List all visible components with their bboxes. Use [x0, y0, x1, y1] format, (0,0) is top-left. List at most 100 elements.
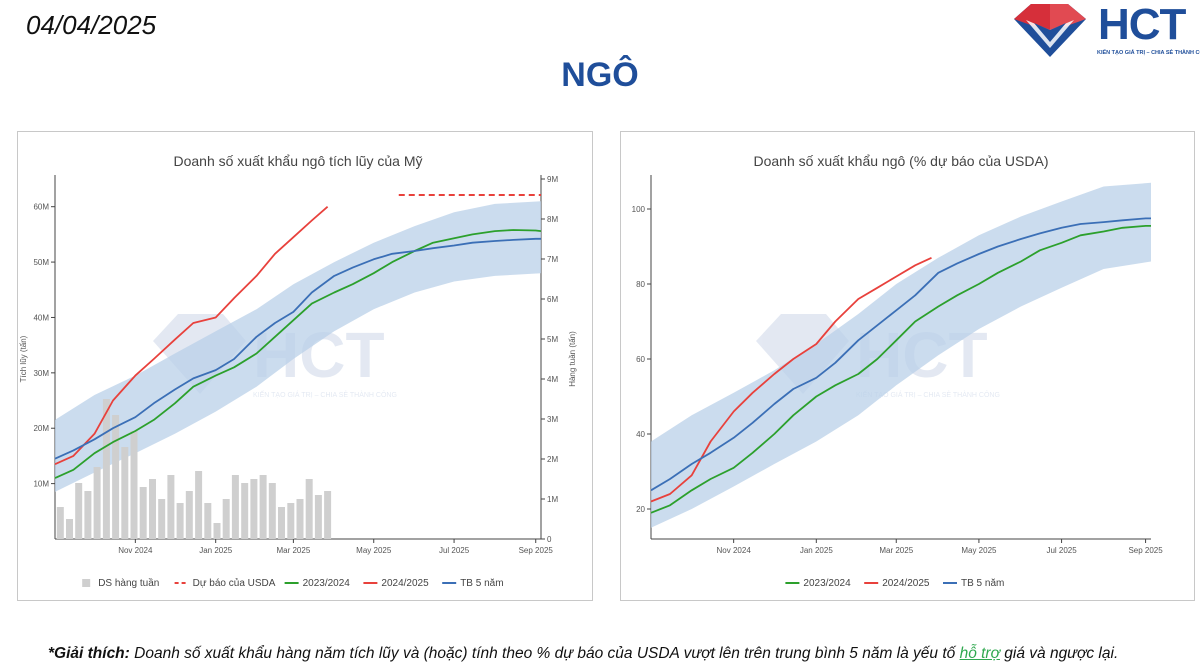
series-line-2 — [650, 256, 932, 503]
x-tick-label: Nov 2024 — [717, 546, 752, 555]
y-tick-label: 50M — [33, 258, 49, 267]
footnote-text-1: Doanh số xuất khẩu hàng năm tích lũy và … — [129, 645, 960, 662]
weekly-sales-bar — [222, 499, 230, 539]
x-tick-label: Mar 2025 — [879, 546, 913, 555]
page-title: NGÔ — [561, 56, 639, 94]
weekly-sales-bar — [259, 475, 267, 539]
weekly-sales-bar — [139, 487, 147, 539]
weekly-sales-bar — [296, 499, 304, 539]
x-tick-label: Sep 2025 — [519, 546, 554, 555]
y-tick-label: 30M — [33, 369, 49, 378]
weekly-sales-bar — [66, 519, 73, 539]
legend-entry-label: 2024/2025 — [381, 578, 429, 589]
x-tick-label: Jul 2025 — [439, 546, 470, 555]
weekly-sales-bar — [130, 431, 138, 539]
weekly-sales-bar — [241, 483, 249, 539]
diamond-logo-icon — [1014, 4, 1086, 57]
y2-tick-label: 3M — [547, 415, 558, 424]
watermark-tagline: KIẾN TẠO GIÁ TRỊ – CHIA SẺ THÀNH CÔNG — [856, 389, 1000, 399]
y2-tick-label: 1M — [547, 495, 558, 504]
chart-title: Doanh số xuất khẩu ngô (% dự báo của USD… — [754, 153, 1049, 169]
footnote: *Giải thích: Doanh số xuất khẩu hàng năm… — [48, 645, 1118, 663]
legend-swatch-bar — [82, 579, 91, 587]
weekly-sales-bar — [121, 447, 129, 539]
weekly-sales-bar — [112, 415, 120, 539]
series-line-1 — [54, 229, 542, 479]
chart-legend: DS hàng tuần Dự báo của USDA 2023/2024 2024… — [82, 577, 504, 589]
y2-tick-label: 4M — [547, 375, 558, 384]
five-year-range-band — [55, 201, 541, 492]
weekly-sales-bar — [305, 479, 313, 539]
y-tick-label: 100 — [632, 205, 646, 214]
x-tick-label: Nov 2024 — [118, 546, 153, 555]
y2-tick-label: 0 — [547, 535, 552, 544]
y2-tick-label: 7M — [547, 255, 558, 264]
y2-tick-label: 5M — [547, 335, 558, 344]
usda-percent-chart-panel: Doanh số xuất khẩu ngô (% dự báo của USD… — [620, 131, 1195, 601]
footnote-text-2: giá và ngược lại. — [999, 645, 1119, 662]
legend-entry-label: Dự báo của USDA — [193, 577, 276, 589]
x-tick-label: Mar 2025 — [276, 546, 310, 555]
logo-wordmark: HCT — [1098, 0, 1186, 49]
y-tick-label: 60 — [636, 355, 645, 364]
weekly-sales-bar — [268, 483, 276, 539]
legend-entry-label: 2023/2024 — [303, 578, 351, 589]
chart-title: Doanh số xuất khẩu ngô tích lũy của Mỹ — [173, 153, 422, 169]
series-line-3 — [54, 237, 541, 460]
y2-axis-title: Hàng tuần (tấn) — [568, 331, 577, 387]
chart-legend: 2023/2024 2024/2025 TB 5 năm — [785, 578, 1004, 589]
footnote-highlight: hỗ trợ — [959, 645, 1000, 662]
weekly-sales-bar — [287, 503, 295, 539]
weekly-sales-bar — [102, 399, 110, 539]
weekly-sales-bar — [204, 503, 212, 539]
weekly-sales-bar — [231, 475, 239, 539]
x-tick-label: Jan 2025 — [199, 546, 232, 555]
series-line-1 — [650, 225, 1151, 514]
weekly-sales-bar — [84, 491, 92, 539]
five-year-range-band — [651, 182, 1151, 528]
weekly-sales-bar — [213, 523, 221, 539]
y-tick-label: 10M — [33, 480, 49, 489]
weekly-sales-bar — [185, 491, 193, 539]
weekly-sales-bar — [75, 483, 83, 539]
footnote-lead: *Giải thích: — [48, 645, 130, 662]
usda-percent-chart: Doanh số xuất khẩu ngô (% dự báo của USD… — [632, 153, 1164, 589]
y2-tick-label: 8M — [547, 215, 558, 224]
weekly-sales-bar — [167, 475, 175, 539]
y-tick-label: 60M — [33, 203, 49, 212]
cumulative-export-chart-panel: Doanh số xuất khẩu ngô tích lũy của Mỹ No… — [17, 131, 593, 601]
x-tick-label: May 2025 — [356, 546, 392, 555]
weekly-sales-bar — [278, 507, 285, 539]
y-tick-label: 20M — [33, 424, 49, 433]
weekly-sales-bar — [250, 479, 258, 539]
legend-entry-label: TB 5 năm — [961, 578, 1004, 589]
legend-entry-label: 2023/2024 — [803, 578, 851, 589]
x-tick-label: Jul 2025 — [1046, 546, 1077, 555]
y-tick-label: 20 — [636, 505, 645, 514]
weekly-sales-bar — [176, 503, 184, 539]
series-line-2 — [54, 206, 329, 466]
y2-tick-label: 2M — [547, 455, 558, 464]
weekly-sales-bar — [56, 507, 64, 539]
x-tick-label: Sep 2025 — [1128, 546, 1163, 555]
series-line-3 — [650, 217, 1151, 492]
report-date: 04/04/2025 — [26, 10, 157, 40]
weekly-sales-bar — [195, 471, 203, 539]
cumulative-export-chart: Doanh số xuất khẩu ngô tích lũy của Mỹ No… — [19, 153, 577, 589]
legend-entry-label: DS hàng tuần — [98, 577, 159, 589]
logo-tagline: KIẾN TẠO GIÁ TRỊ – CHIA SẺ THÀNH CÔNG — [1097, 50, 1200, 56]
legend-entry-label: TB 5 năm — [460, 578, 503, 589]
weekly-sales-bar — [314, 495, 322, 539]
y-tick-label: 80 — [636, 280, 645, 289]
y-tick-label: 40M — [33, 313, 49, 322]
y2-tick-label: 6M — [547, 295, 558, 304]
weekly-sales-bar — [324, 491, 332, 539]
weekly-sales-bar — [93, 467, 101, 539]
weekly-sales-bar — [158, 499, 166, 539]
legend-entry-label: 2024/2025 — [882, 578, 930, 589]
y2-tick-label: 9M — [547, 175, 558, 184]
y-tick-label: 40 — [636, 430, 645, 439]
watermark-tagline: KIẾN TẠO GIÁ TRỊ – CHIA SẺ THÀNH CÔNG — [253, 389, 397, 399]
weekly-sales-bar — [149, 479, 156, 539]
y-axis-title: Tích lũy (tấn) — [19, 335, 28, 382]
